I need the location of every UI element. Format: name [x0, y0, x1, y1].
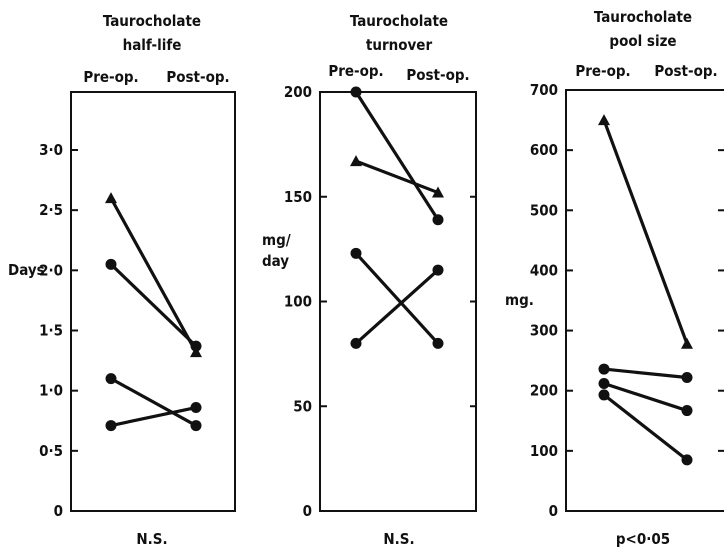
circle-marker: [350, 247, 362, 259]
x-category-pre-op: Pre-op.: [83, 68, 138, 86]
panel-title-line-2: turnover: [366, 36, 433, 54]
y-tick-label: 700: [530, 81, 558, 99]
x-category-pre-op: Pre-op.: [575, 62, 630, 80]
panel-title-line-1: Taurocholate: [594, 8, 692, 26]
circle-marker: [105, 420, 117, 432]
y-tick-label: 0·5: [39, 442, 63, 460]
triangle-marker: [350, 155, 362, 167]
y-tick-label: 400: [530, 261, 558, 279]
series-line: [109, 405, 198, 428]
y-tick-label: 3·0: [39, 141, 63, 159]
circle-marker: [190, 402, 202, 414]
circle-marker: [432, 214, 444, 226]
y-tick-label: 2·5: [39, 201, 63, 219]
panel-title-line-1: Taurocholate: [103, 12, 201, 30]
y-tick-label: 200: [284, 83, 312, 101]
plot-frame: [565, 89, 724, 512]
y-tick-label: 500: [530, 201, 558, 219]
panel-title-line-2: pool size: [609, 32, 676, 50]
circle-marker: [190, 420, 202, 432]
series-line: [354, 251, 440, 345]
panel-pool-size: Taurocholate pool size Pre-op. Post-op. …: [505, 8, 724, 548]
circle-marker: [432, 264, 444, 276]
y-tick-label: 0: [303, 502, 312, 520]
y-tick-label: 200: [530, 382, 558, 400]
series-group: [598, 114, 693, 466]
y-tick-label: 1·5: [39, 322, 63, 340]
y-tick-label: 0: [54, 502, 63, 520]
y-tick-label: 1·0: [39, 382, 63, 400]
series-line: [354, 159, 440, 195]
triangle-marker: [681, 337, 693, 349]
panel-turnover: Taurocholate turnover Pre-op. Post-op. m…: [262, 12, 477, 548]
series-line: [602, 381, 689, 413]
circle-marker: [432, 337, 444, 349]
triangle-marker: [432, 186, 444, 198]
y-tick-label: 100: [530, 442, 558, 460]
circle-marker: [598, 377, 610, 389]
circle-marker: [598, 363, 610, 375]
series-line: [602, 393, 689, 462]
series-line: [354, 268, 440, 345]
significance-footnote: N.S.: [136, 530, 167, 548]
significance-footnote: N.S.: [383, 530, 414, 548]
y-axis-label-line-2: day: [262, 252, 289, 270]
y-ticks: 0 100 200 300 400 500 600 700: [530, 81, 724, 520]
y-tick-label: 300: [530, 322, 558, 340]
circle-marker: [190, 340, 202, 352]
circle-marker: [105, 258, 117, 270]
triangle-marker: [190, 346, 202, 358]
circle-marker: [598, 389, 610, 401]
circle-marker: [350, 337, 362, 349]
triangle-marker: [105, 192, 117, 204]
plot-frame: [70, 91, 236, 512]
panel-title-line-1: Taurocholate: [350, 12, 448, 30]
triangle-marker: [598, 114, 610, 126]
significance-footnote: p<0·05: [616, 530, 670, 548]
series-line: [602, 118, 689, 346]
series-line: [109, 196, 198, 354]
circle-marker: [105, 373, 117, 385]
x-category-pre-op: Pre-op.: [328, 62, 383, 80]
x-category-post-op: Post-op.: [166, 68, 229, 86]
y-tick-label: 600: [530, 141, 558, 159]
y-tick-label: 150: [284, 188, 312, 206]
y-axis-label-line-1: mg/: [262, 231, 291, 249]
y-tick-label: 0: [549, 502, 558, 520]
circle-marker: [681, 454, 693, 466]
y-axis-label: Days: [8, 261, 45, 279]
panel-half-life: Taurocholate half-life Pre-op. Post-op. …: [8, 12, 236, 548]
panel-title-line-2: half-life: [123, 36, 182, 54]
x-category-post-op: Post-op.: [406, 66, 469, 84]
y-ticks: 0 0·5 1·0 1·5 2·0 2·5 3·0: [39, 141, 78, 520]
y-axis-label: mg.: [505, 291, 534, 309]
y-tick-label: 100: [284, 293, 312, 311]
x-category-post-op: Post-op.: [654, 62, 717, 80]
circle-marker: [681, 405, 693, 417]
series-group: [350, 86, 444, 349]
series-line: [354, 90, 440, 222]
circle-marker: [350, 86, 362, 98]
circle-marker: [681, 371, 693, 383]
y-tick-label: 2·0: [39, 261, 63, 279]
series-line: [109, 377, 198, 428]
series-line: [109, 262, 198, 348]
series-group: [105, 192, 202, 432]
y-tick-label: 50: [293, 397, 312, 415]
series-line: [602, 367, 689, 380]
y-ticks: 0 50 100 150 200: [284, 83, 476, 520]
